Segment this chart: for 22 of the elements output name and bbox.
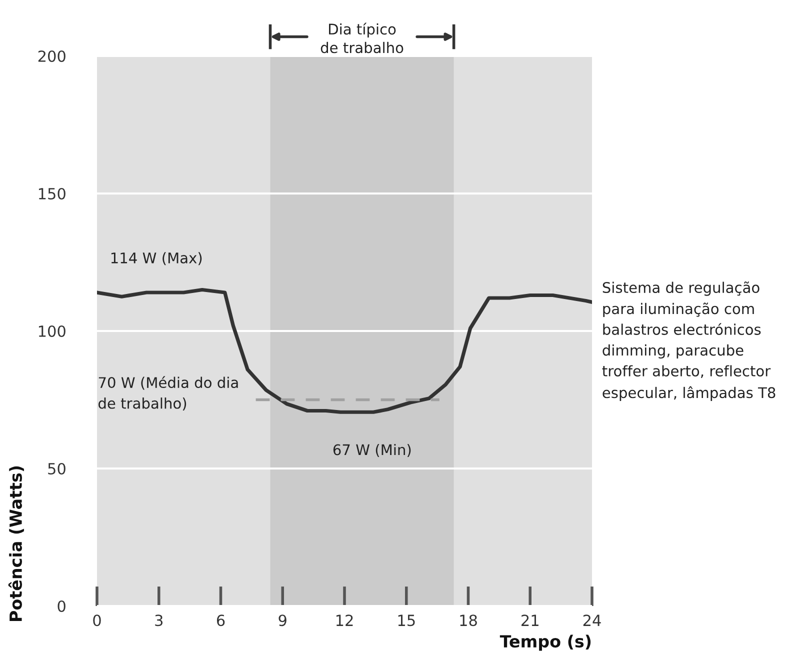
text: Sistema de regulação para iluminação com balastros electrónicos dimming, paracube troffer aberto, reflector especular, lâmpadas T8: [602, 282, 776, 402]
x-tick-label: 0: [93, 614, 101, 626]
y-tick-label: 0: [58, 600, 66, 612]
annotation: 70 W (Média do dia de trabalho): [98, 376, 238, 411]
x-tick-label: 9: [278, 614, 286, 626]
x-tick-label: 6: [216, 614, 225, 626]
annotation: 114 W (Max): [111, 252, 202, 266]
line-series: [97, 288, 592, 414]
x-tick-label: 15: [398, 614, 415, 626]
y-tick-label: 200: [38, 50, 66, 62]
x-tick-label: 24: [583, 614, 601, 626]
annotation: 67 W (Min): [333, 444, 411, 457]
y-tick-label: 150: [38, 188, 66, 200]
y-tick-label: 50: [48, 462, 66, 475]
x-axis-title: Tempo (s): [500, 634, 591, 651]
y-tick-label: 100: [38, 325, 66, 338]
x-tick-label: 21: [522, 614, 538, 626]
y-axis-title: Potência (Watts): [8, 466, 24, 621]
band-label: Dia típico de trabalho: [320, 22, 404, 54]
x-tick-label: 3: [155, 614, 163, 626]
x-tick-label: 12: [336, 614, 353, 626]
x-tick-label: 18: [460, 614, 477, 626]
